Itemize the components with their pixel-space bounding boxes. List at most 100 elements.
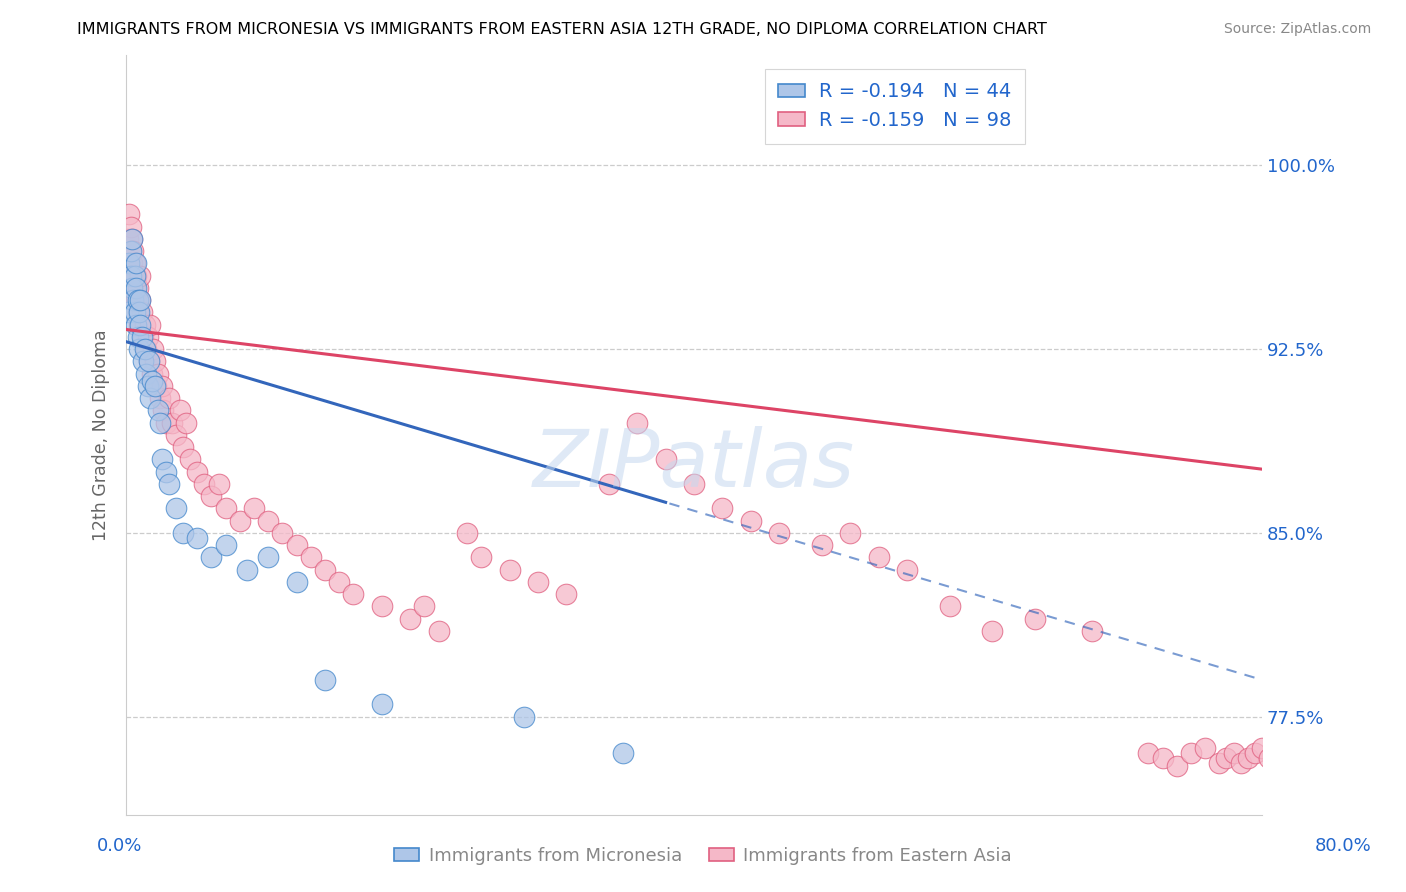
Point	[186, 531, 208, 545]
Point	[118, 256, 141, 270]
Point	[1272, 741, 1295, 756]
Point	[127, 281, 149, 295]
Point	[371, 698, 394, 712]
Point	[513, 709, 536, 723]
Point	[124, 256, 146, 270]
Point	[314, 673, 336, 687]
Point	[125, 318, 148, 332]
Point	[711, 501, 734, 516]
Point	[1236, 751, 1258, 765]
Point	[155, 465, 177, 479]
Point	[768, 525, 790, 540]
Text: Source: ZipAtlas.com: Source: ZipAtlas.com	[1223, 22, 1371, 37]
Legend: Immigrants from Micronesia, Immigrants from Eastern Asia: Immigrants from Micronesia, Immigrants f…	[387, 840, 1019, 872]
Point	[179, 452, 201, 467]
Point	[120, 219, 142, 234]
Point	[120, 268, 142, 283]
Point	[1194, 741, 1216, 756]
Point	[236, 563, 259, 577]
Point	[155, 416, 177, 430]
Point	[470, 550, 492, 565]
Point	[118, 207, 141, 221]
Point	[328, 574, 350, 589]
Point	[117, 305, 139, 319]
Point	[683, 476, 706, 491]
Point	[271, 525, 294, 540]
Point	[128, 318, 150, 332]
Point	[157, 476, 180, 491]
Point	[1258, 751, 1281, 765]
Point	[145, 379, 167, 393]
Point	[121, 256, 143, 270]
Point	[1024, 611, 1046, 625]
Point	[371, 599, 394, 614]
Point	[1152, 751, 1174, 765]
Point	[128, 305, 150, 319]
Point	[215, 501, 238, 516]
Point	[150, 379, 173, 393]
Text: 80.0%: 80.0%	[1315, 837, 1371, 855]
Point	[1229, 756, 1251, 771]
Point	[122, 268, 145, 283]
Point	[125, 256, 148, 270]
Point	[146, 367, 169, 381]
Point	[157, 391, 180, 405]
Point	[125, 293, 148, 307]
Point	[1215, 751, 1237, 765]
Point	[626, 416, 648, 430]
Point	[1294, 747, 1316, 761]
Point	[172, 440, 194, 454]
Point	[527, 574, 550, 589]
Point	[127, 305, 149, 319]
Point	[118, 256, 141, 270]
Point	[1308, 751, 1330, 765]
Point	[314, 563, 336, 577]
Point	[938, 599, 960, 614]
Point	[143, 354, 166, 368]
Point	[498, 563, 520, 577]
Point	[121, 232, 143, 246]
Point	[200, 489, 222, 503]
Point	[135, 367, 157, 381]
Point	[138, 354, 160, 368]
Point	[122, 244, 145, 259]
Point	[1243, 747, 1265, 761]
Point	[1222, 747, 1244, 761]
Point	[1322, 747, 1344, 761]
Point	[654, 452, 676, 467]
Point	[207, 476, 229, 491]
Point	[150, 452, 173, 467]
Point	[555, 587, 578, 601]
Point	[1080, 624, 1102, 638]
Point	[117, 232, 139, 246]
Point	[160, 416, 183, 430]
Point	[121, 281, 143, 295]
Point	[193, 476, 215, 491]
Point	[139, 391, 162, 405]
Point	[143, 379, 166, 393]
Point	[124, 268, 146, 283]
Point	[186, 465, 208, 479]
Point	[129, 318, 152, 332]
Point	[243, 501, 266, 516]
Point	[132, 330, 155, 344]
Point	[120, 244, 142, 259]
Point	[129, 268, 152, 283]
Point	[124, 305, 146, 319]
Point	[257, 514, 280, 528]
Point	[139, 318, 162, 332]
Point	[868, 550, 890, 565]
Legend: R = -0.194   N = 44, R = -0.159   N = 98: R = -0.194 N = 44, R = -0.159 N = 98	[765, 69, 1025, 144]
Point	[285, 574, 308, 589]
Point	[152, 403, 174, 417]
Point	[122, 293, 145, 307]
Point	[896, 563, 918, 577]
Point	[129, 293, 152, 307]
Point	[1279, 751, 1302, 765]
Point	[456, 525, 478, 540]
Point	[134, 342, 156, 356]
Point	[165, 428, 187, 442]
Point	[134, 318, 156, 332]
Point	[612, 747, 634, 761]
Point	[1166, 758, 1188, 772]
